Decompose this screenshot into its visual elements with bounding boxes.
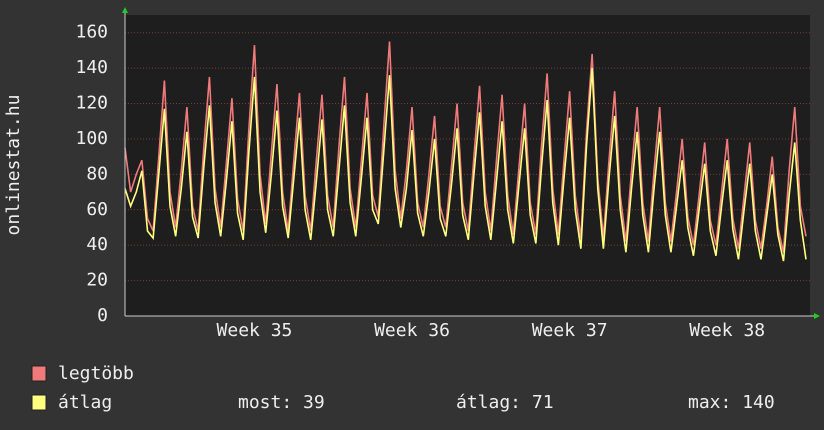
y-tick-label: 100: [75, 128, 108, 149]
series-line: [124, 68, 807, 262]
y-tick-label: 160: [75, 22, 108, 43]
lines: [124, 41, 807, 262]
legend-swatch: [31, 365, 47, 382]
y-tick-label: 120: [75, 93, 108, 114]
stat-value: 140: [742, 392, 775, 413]
y-tick-label: 40: [86, 234, 108, 255]
y-tick-label: 20: [86, 270, 108, 291]
stat-value: 39: [303, 392, 325, 413]
arrow: [122, 7, 128, 13]
y-tick-label: 0: [97, 305, 108, 326]
plot-area: [125, 15, 810, 316]
legend-swatch: [31, 394, 47, 411]
y-tick-label: 60: [86, 199, 108, 220]
arrow: [814, 313, 820, 319]
x-tick-label: Week 37: [532, 320, 608, 341]
legend-label: legtöbb: [58, 363, 134, 384]
stat-label: most:: [238, 392, 292, 413]
stat: átlag: 71: [456, 392, 554, 413]
y-tick-label: 140: [75, 57, 108, 78]
stat-label: átlag:: [456, 392, 521, 413]
series-line: [124, 41, 807, 253]
stat-label: max:: [688, 392, 731, 413]
stat: most: 39: [238, 392, 325, 413]
grid: [125, 32, 810, 317]
legend: legtöbb átlag most: 39 átlag: 71 max: 140: [31, 363, 775, 413]
x-tick-label: Week 38: [689, 320, 765, 341]
y-axis-label: onlinestat.hu: [3, 95, 24, 236]
stat-value: 71: [532, 392, 554, 413]
x-tick-label: Week 36: [374, 320, 450, 341]
y-tick-label: 80: [86, 163, 108, 184]
legend-label: átlag: [58, 392, 112, 413]
stat: max: 140: [688, 392, 775, 413]
x-tick-label: Week 35: [217, 320, 293, 341]
